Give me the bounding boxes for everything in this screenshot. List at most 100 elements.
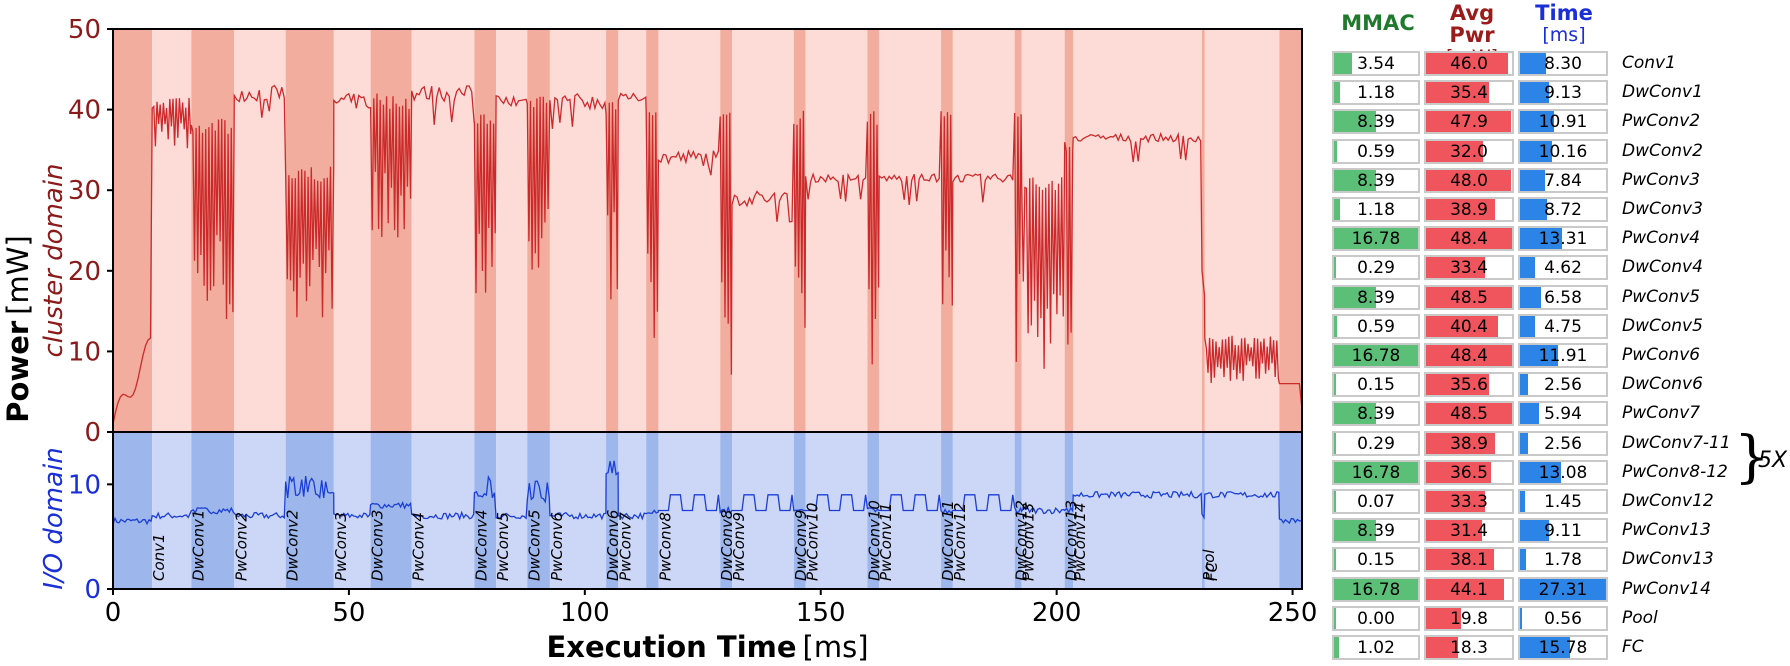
mmac-value: 0.29 bbox=[1357, 258, 1395, 279]
time-cell: 10.91 bbox=[1518, 109, 1608, 135]
pwr-value: 44.1 bbox=[1450, 579, 1488, 600]
pwr-value: 46.0 bbox=[1450, 54, 1488, 74]
mmac-cell: 8.39 bbox=[1332, 167, 1420, 193]
io-segment-band bbox=[285, 432, 334, 589]
segment-label: DwConv10 bbox=[865, 500, 883, 581]
pwr-value: 32.0 bbox=[1450, 141, 1488, 162]
segment-label: PwConv14 bbox=[1071, 503, 1089, 581]
power-trace-chart: 0 10 20 30 40 50 0 10 0 50 100 150 200 250 Conv1 DwC… bbox=[1, 15, 1318, 664]
io-segment-band bbox=[646, 432, 659, 589]
cluster-segment-band bbox=[805, 29, 868, 432]
layer-stats-table: MMAC Avg Pwr [mW] Time [ms] 3.5446.08.30… bbox=[1330, 0, 1790, 666]
time-value: 27.31 bbox=[1538, 579, 1588, 600]
mmac-cell: 8.39 bbox=[1332, 109, 1420, 135]
mmac-bar bbox=[1334, 257, 1336, 279]
time-value: 2.56 bbox=[1544, 375, 1582, 396]
cluster-segment-band bbox=[1014, 29, 1022, 432]
time-value: 6.58 bbox=[1544, 287, 1582, 308]
mmac-value: 16.78 bbox=[1351, 462, 1401, 483]
layer-name: PwConv13 bbox=[1622, 520, 1711, 541]
mmac-bar bbox=[1334, 315, 1337, 337]
io-segment-band bbox=[1279, 432, 1302, 589]
time-cell: 4.62 bbox=[1518, 255, 1608, 281]
mmac-value: 0.59 bbox=[1357, 316, 1395, 337]
segment-label: DwConv3 bbox=[369, 510, 387, 581]
time-header-label: Time bbox=[1535, 1, 1593, 25]
mmac-value: 3.54 bbox=[1357, 54, 1395, 74]
x-tick-label: 250 bbox=[1268, 598, 1318, 628]
cluster-y-tick-label: 0 bbox=[84, 418, 101, 448]
segment-label: PwConv5 bbox=[494, 512, 512, 581]
time-value: 9.13 bbox=[1544, 83, 1582, 104]
cluster-domain-power-series bbox=[112, 84, 1303, 425]
pwr-bar bbox=[1426, 286, 1512, 308]
time-value: 11.91 bbox=[1538, 346, 1588, 366]
time-cell: 13.31 bbox=[1518, 226, 1608, 252]
pwr-value: 31.4 bbox=[1450, 521, 1488, 542]
pwr-bar bbox=[1426, 111, 1511, 133]
pwr-value: 36.5 bbox=[1450, 462, 1488, 483]
cluster-segment-band bbox=[941, 29, 953, 432]
pwr-cell: 35.6 bbox=[1424, 372, 1514, 398]
time-cell: 6.58 bbox=[1518, 284, 1608, 310]
layer-name: PwConv3 bbox=[1622, 169, 1701, 190]
layer-name: PwConv7 bbox=[1622, 403, 1701, 424]
time-bar bbox=[1520, 374, 1529, 396]
io-domain-label: I/O domain bbox=[39, 447, 69, 590]
pwr-bar bbox=[1426, 315, 1498, 337]
pwr-bar bbox=[1426, 374, 1490, 396]
x-tick-label: 100 bbox=[560, 598, 610, 628]
time-header-unit: [ms] bbox=[1542, 24, 1586, 46]
io-y-axis-ticks: 0 10 bbox=[68, 470, 113, 605]
mmac-cell: 0.29 bbox=[1332, 255, 1420, 281]
pwr-cell: 48.0 bbox=[1424, 167, 1514, 193]
time-value: 2.56 bbox=[1544, 433, 1582, 454]
repeat-brace: } bbox=[1734, 425, 1770, 490]
segment-label: DwConv5 bbox=[525, 510, 543, 581]
pwr-cell: 40.4 bbox=[1424, 313, 1514, 339]
mmac-bar bbox=[1334, 374, 1336, 396]
mmac-cell: 0.59 bbox=[1332, 138, 1420, 164]
time-value: 15.78 bbox=[1538, 638, 1588, 658]
avg-pwr-header-label: Avg Pwr bbox=[1449, 1, 1495, 47]
pwr-value: 48.0 bbox=[1450, 170, 1488, 191]
segment-label: PwConv12 bbox=[951, 503, 969, 581]
layer-name: PwConv4 bbox=[1622, 228, 1701, 249]
y-axis-label-main: Power bbox=[1, 320, 35, 423]
mmac-value: 1.02 bbox=[1357, 638, 1395, 658]
cluster-segment-band bbox=[549, 29, 607, 432]
pwr-cell: 33.4 bbox=[1424, 255, 1514, 281]
segment-label: PwConv6 bbox=[548, 512, 566, 581]
segment-label: PwConv3 bbox=[332, 512, 350, 581]
segment-label: PwConv2 bbox=[232, 512, 250, 581]
io-segment-band bbox=[867, 432, 880, 589]
cluster-segment-band bbox=[411, 29, 475, 432]
time-value: 1.78 bbox=[1544, 550, 1582, 571]
segment-label: PwConv10 bbox=[804, 503, 822, 581]
mmac-bar bbox=[1334, 111, 1376, 133]
io-segment-band bbox=[411, 432, 475, 589]
time-value: 4.75 bbox=[1544, 316, 1582, 337]
time-bar bbox=[1520, 140, 1552, 162]
pwr-cell: 38.1 bbox=[1424, 547, 1514, 573]
layer-name: Conv1 bbox=[1622, 53, 1676, 73]
segment-label: DwConv2 bbox=[284, 510, 302, 581]
cluster-segment-band bbox=[152, 29, 192, 432]
mmac-cell: 1.18 bbox=[1332, 197, 1420, 222]
time-bar bbox=[1520, 637, 1570, 658]
mmac-value: 8.39 bbox=[1357, 287, 1395, 308]
mmac-cell: 16.78 bbox=[1332, 226, 1420, 252]
segment-label: DwConv8 bbox=[718, 510, 736, 581]
mmac-bar bbox=[1334, 607, 1336, 629]
time-cell: 2.56 bbox=[1518, 430, 1608, 456]
io-segment-band bbox=[113, 432, 153, 589]
time-cell: 4.75 bbox=[1518, 313, 1608, 339]
mmac-cell: 1.18 bbox=[1332, 80, 1420, 106]
segment-label: PwConv11 bbox=[877, 503, 895, 581]
time-cell: 0.56 bbox=[1518, 605, 1608, 631]
time-value: 8.30 bbox=[1544, 54, 1582, 74]
pwr-value: 33.4 bbox=[1450, 258, 1488, 279]
mmac-bar bbox=[1334, 228, 1418, 250]
io-domain-plot-frame bbox=[112, 431, 1303, 590]
pwr-cell: 18.3 bbox=[1424, 635, 1514, 660]
